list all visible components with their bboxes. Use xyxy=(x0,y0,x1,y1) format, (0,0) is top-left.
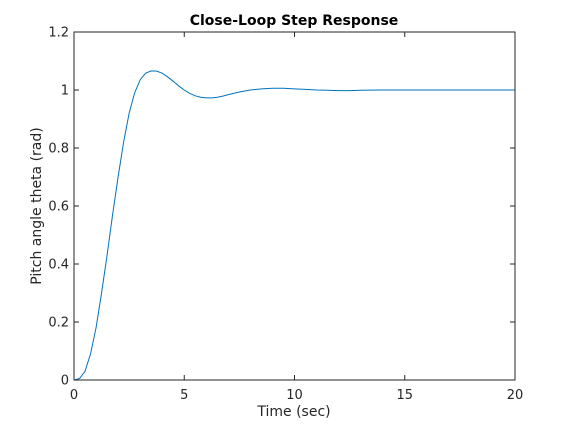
x-tick-label: 5 xyxy=(180,388,188,403)
y-tick-label: 0.6 xyxy=(48,200,69,215)
y-tick-label: 0.2 xyxy=(48,316,69,331)
y-tick-labels: 0 0.2 0.4 0.6 0.8 1 1.2 xyxy=(48,26,69,389)
x-tick-label: 20 xyxy=(507,388,524,403)
y-tick-label: 1 xyxy=(61,84,69,99)
y-axis-label: Pitch angle theta (rad) xyxy=(29,127,45,284)
plot-area xyxy=(74,32,515,380)
axes-box xyxy=(73,31,516,381)
y-tick-label: 0 xyxy=(61,374,69,389)
y-tick-label: 0.4 xyxy=(48,258,69,273)
y-tick-label: 0.8 xyxy=(48,142,69,157)
x-tick-label: 10 xyxy=(286,388,303,403)
x-axis-label: Time (sec) xyxy=(256,404,330,420)
x-tick-labels: 0 5 10 15 20 xyxy=(70,388,523,403)
y-tick-label: 1.2 xyxy=(48,26,69,41)
chart-title: Close-Loop Step Response xyxy=(190,13,399,29)
x-tick-label: 0 xyxy=(70,388,78,403)
series-line xyxy=(73,70,515,381)
x-tick-label: 15 xyxy=(396,388,413,403)
